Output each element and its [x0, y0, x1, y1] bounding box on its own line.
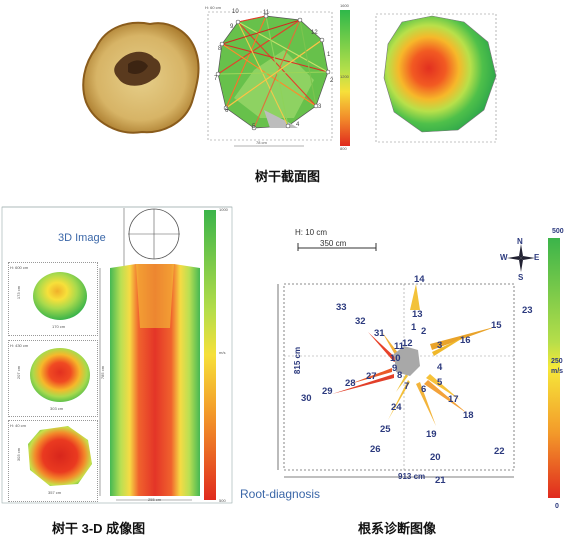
trunk-scale-top: 1000	[219, 207, 228, 212]
point-label: 33	[336, 302, 347, 313]
root-width-label: 913 cm	[398, 472, 426, 481]
root-scale-bottom: 0	[555, 503, 559, 510]
trunk-color-scale	[204, 210, 216, 500]
compass-s: S	[518, 273, 524, 282]
root-caption: 根系诊断图像	[358, 521, 437, 536]
node-label: 9	[230, 24, 234, 30]
node-label: 5	[252, 124, 256, 130]
sensor-network-tomogram	[207, 11, 333, 147]
node-label: 7	[214, 76, 218, 82]
point-label: 14	[414, 274, 425, 285]
point-label: 22	[494, 446, 505, 457]
trunk-3d-frame	[1, 206, 233, 504]
compass-e: E	[534, 253, 540, 262]
slice-height-2: H: 430 cm	[10, 343, 29, 348]
slice-height-3: H: 40 cm	[10, 423, 27, 428]
height-label: H: 60 cm	[205, 5, 222, 10]
trunk-scale-bottom: 500	[219, 498, 226, 503]
root-scale-unit: m/s	[551, 368, 564, 375]
slice-width-1: 170 cm	[52, 324, 66, 329]
node-label: 10	[232, 9, 239, 15]
node-label: 3	[318, 104, 322, 110]
width-label: 78 cm	[256, 140, 267, 145]
point-label: 21	[435, 475, 446, 486]
point-label: 9	[392, 363, 398, 374]
slice-side-2: 207 cm	[16, 365, 22, 380]
point-label: 11	[394, 341, 405, 352]
point-label: 18	[463, 410, 474, 421]
point-label: 20	[430, 452, 441, 463]
point-label: 30	[301, 393, 312, 404]
point-label: 12	[402, 338, 413, 349]
point-label: 4	[437, 362, 443, 373]
root-scale-bar	[297, 243, 377, 251]
trunk-3d-title: 3D Image	[58, 232, 106, 244]
node-label: 1	[327, 52, 331, 58]
trunk-scale-unit: m/s	[219, 350, 226, 355]
root-depth-label: 815 cm	[293, 346, 303, 375]
root-scale-mid: 250	[551, 358, 563, 365]
slice-side-3: 303 cm	[16, 447, 22, 462]
stump-photo	[82, 21, 200, 134]
node-label: 6	[225, 108, 229, 114]
slice-heatmap-1	[33, 272, 87, 320]
point-label: 19	[426, 429, 437, 440]
point-label: 24	[391, 402, 402, 413]
point-label: 5	[437, 377, 443, 388]
scale-bottom: 800	[340, 146, 347, 151]
scale-mid: 1200	[340, 74, 349, 79]
slice-width-2: 303 cm	[50, 406, 64, 411]
node-label: 8	[218, 46, 222, 52]
slice-heatmap-2	[30, 348, 90, 402]
slice-side-1: 173 cm	[16, 285, 22, 300]
slice-box-1	[8, 262, 98, 336]
node-label: 12	[311, 30, 318, 36]
point-label: 29	[322, 386, 333, 397]
point-label: 17	[448, 394, 459, 405]
point-label: 6	[421, 384, 427, 395]
cross-section-caption: 树干截面图	[255, 169, 321, 184]
point-label: 8	[397, 370, 403, 381]
root-height-label: H: 10 cm	[295, 228, 328, 237]
point-label: 26	[370, 444, 381, 455]
point-label: 32	[355, 316, 366, 327]
point-label: 15	[491, 320, 502, 331]
slice-height-1: H: 600 cm	[10, 265, 29, 270]
trunk-3d-column	[99, 208, 200, 501]
slice-width-3: 357 cm	[48, 490, 62, 495]
compass-icon	[507, 244, 535, 272]
trunk-3d-caption: 树干 3-D 成像图	[52, 521, 146, 536]
point-label: 16	[460, 335, 471, 346]
compass-w: W	[500, 253, 508, 262]
slice-heatmap-3	[28, 426, 92, 486]
root-scale-label: 350 cm	[320, 239, 347, 248]
point-label: 1	[411, 322, 417, 333]
slice-box-3	[8, 420, 98, 502]
point-label: 28	[345, 378, 356, 389]
node-label: 2	[330, 78, 334, 84]
point-label: 23	[522, 305, 533, 316]
trunk-height-label: 785 cm	[100, 365, 106, 380]
compass-n: N	[517, 237, 523, 246]
root-star-diagram	[277, 283, 515, 478]
root-scale-top: 500	[552, 228, 564, 235]
point-label: 3	[437, 340, 443, 351]
scale-top: 1600	[340, 3, 349, 8]
slice-box-2	[8, 340, 98, 417]
point-label: 31	[374, 328, 385, 339]
point-label: 2	[421, 326, 427, 337]
root-footer: Root-diagnosis	[240, 487, 321, 501]
velocity-color-scale	[340, 10, 350, 146]
point-label: 10	[390, 353, 401, 364]
trunk-width-label: 255 cm	[148, 497, 162, 502]
point-label: 27	[366, 371, 377, 382]
point-label: 7	[404, 381, 410, 392]
cross-section-heatmap	[375, 13, 497, 143]
node-label: 11	[263, 10, 270, 16]
point-label: 25	[380, 424, 391, 435]
point-label: 13	[412, 309, 423, 320]
root-color-scale	[548, 238, 560, 498]
node-label: 4	[296, 122, 300, 128]
